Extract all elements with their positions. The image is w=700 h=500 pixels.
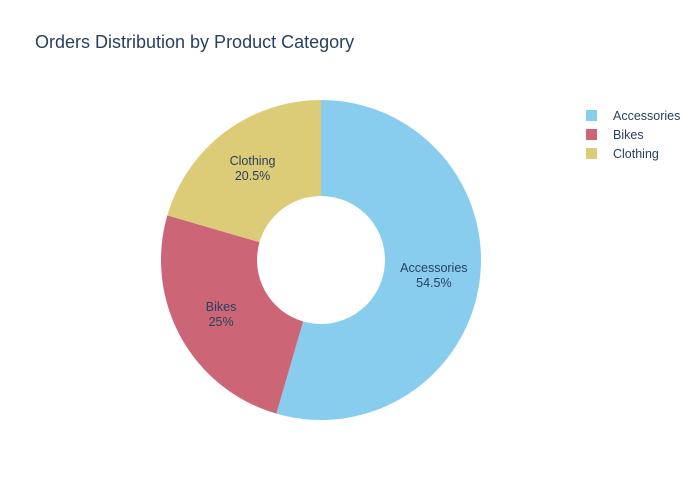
slice-label-percent: 20.5% [235, 169, 270, 183]
slice-label-category: Accessories [400, 261, 467, 275]
slice-accessories[interactable] [276, 100, 481, 421]
slice-label-category: Clothing [230, 154, 276, 168]
legend-swatch-clothing [586, 148, 597, 159]
legend-swatch-accessories [586, 110, 597, 121]
slice-label-percent: 25% [209, 315, 234, 329]
legend-label-bikes: Bikes [613, 127, 644, 142]
slice-bikes[interactable] [161, 215, 304, 414]
legend-swatch-bikes [586, 129, 597, 140]
legend-item-clothing[interactable]: Clothing [586, 144, 696, 163]
legend-item-accessories[interactable]: Accessories [586, 106, 696, 125]
legend: Accessories Bikes Clothing [586, 106, 696, 163]
legend-item-bikes[interactable]: Bikes [586, 125, 696, 144]
donut-slices [161, 100, 481, 421]
chart-title: Orders Distribution by Product Category [35, 32, 355, 52]
donut-slice-labels: Accessories 54.5% Bikes 25% Clothing 20.5% [206, 154, 468, 329]
slice-label-category: Bikes [206, 300, 237, 314]
legend-label-clothing: Clothing [613, 146, 659, 161]
slice-label-percent: 54.5% [416, 276, 451, 290]
slice-label-clothing: Clothing 20.5% [230, 154, 276, 183]
slice-label-accessories: Accessories 54.5% [400, 261, 467, 290]
legend-label-accessories: Accessories [613, 108, 681, 123]
slice-clothing[interactable] [167, 100, 321, 243]
slice-label-bikes: Bikes 25% [206, 300, 237, 329]
